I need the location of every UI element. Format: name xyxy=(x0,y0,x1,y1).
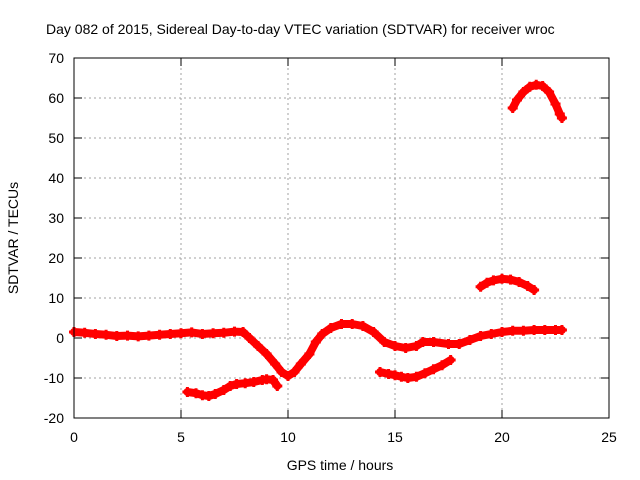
y-tick-label: 40 xyxy=(48,170,64,186)
x-axis-label: GPS time / hours xyxy=(287,457,394,473)
chart-title: Day 082 of 2015, Sidereal Day-to-day VTE… xyxy=(46,21,555,37)
y-tick-label: 10 xyxy=(48,290,64,306)
data-point xyxy=(529,285,540,295)
data-point xyxy=(272,381,283,391)
axis-ticks: 0 5 10 15 20 25 -20 -10 0 10 20 30 40 50 60 70 xyxy=(44,50,617,445)
y-tick-label: -20 xyxy=(44,410,64,426)
series-upper-arc-1 xyxy=(475,273,540,295)
series-lower-arc-2 xyxy=(375,355,456,383)
series-upper-arc-2 xyxy=(507,79,567,123)
y-axis-label: SDTVAR / TECUs xyxy=(5,182,21,294)
data-point xyxy=(556,325,567,335)
x-tick-label: 25 xyxy=(601,429,617,445)
x-tick-label: 15 xyxy=(387,429,403,445)
x-tick-label: 20 xyxy=(494,429,510,445)
x-tick-label: 10 xyxy=(280,429,296,445)
y-tick-label: 60 xyxy=(48,90,64,106)
grid xyxy=(74,58,609,418)
series-main xyxy=(69,319,567,381)
y-tick-label: 20 xyxy=(48,250,64,266)
data-point xyxy=(445,355,456,365)
y-tick-label: 30 xyxy=(48,210,64,226)
x-tick-label: 0 xyxy=(70,429,78,445)
series-lower-arc-1 xyxy=(182,374,283,401)
plot-frame xyxy=(73,57,610,419)
y-tick-label: 50 xyxy=(48,130,64,146)
data-series xyxy=(69,79,567,401)
data-point xyxy=(556,113,567,123)
y-tick-label: 70 xyxy=(48,50,64,66)
y-tick-label: -10 xyxy=(44,370,64,386)
x-tick-label: 5 xyxy=(177,429,185,445)
y-tick-label: 0 xyxy=(56,330,64,346)
